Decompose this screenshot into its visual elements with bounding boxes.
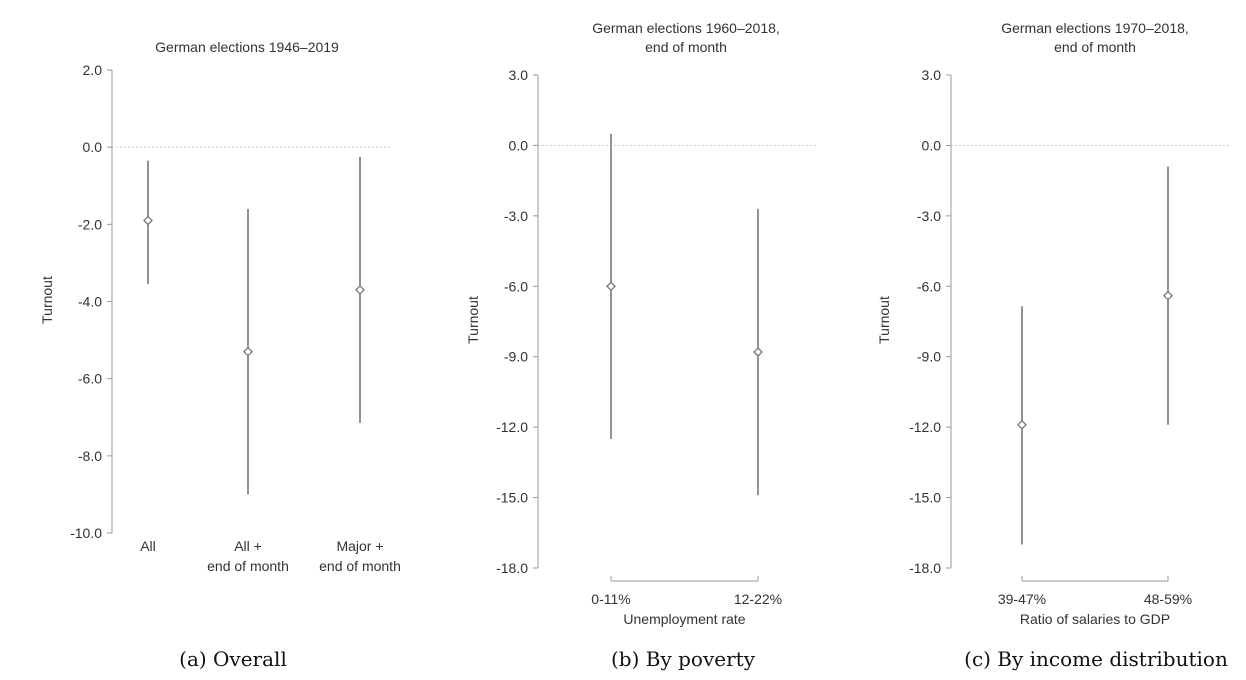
x-axis-label: Unemployment rate: [623, 611, 745, 627]
x-axis-label: Ratio of salaries to GDP: [1020, 611, 1170, 627]
y-tick-label: 3.0: [509, 67, 529, 83]
y-tick-label: -2.0: [78, 216, 102, 232]
y-tick-label: 3.0: [922, 67, 942, 83]
y-tick-label: -4.0: [78, 294, 102, 310]
chart-title: end of month: [645, 39, 727, 55]
y-axis-label: Turnout: [465, 296, 481, 344]
y-tick-label: -10.0: [70, 525, 102, 541]
y-tick-label: -15.0: [496, 490, 528, 506]
point-estimate-marker: [1163, 290, 1173, 301]
panel-b: German elections 1960–2018, end of month 3…: [465, 20, 818, 671]
y-tick-label: 0.0: [83, 139, 103, 155]
y-tick-label: -9.0: [504, 349, 528, 365]
chart-title: German elections 1960–2018,: [592, 20, 780, 36]
point-estimate-marker: [243, 346, 253, 357]
y-axis-label: Turnout: [876, 296, 892, 344]
point-estimate-marker: [355, 285, 365, 295]
y-tick-label: -6.0: [917, 278, 941, 294]
y-axis-label: Turnout: [39, 276, 55, 324]
y-tick-label: -3.0: [504, 208, 528, 224]
x-tick-label: end of month: [319, 558, 401, 574]
x-tick-label: 39-47%: [998, 591, 1046, 607]
y-tick-label: -18.0: [496, 560, 528, 576]
x-tick-label: 0-11%: [591, 591, 630, 607]
panel-caption: (a) Overall: [179, 647, 287, 671]
y-tick-label: -6.0: [78, 371, 102, 387]
y-tick-label: -18.0: [909, 560, 941, 576]
panel-a: German elections 1946–2019 2.0 0.0 -2.0 -4.0…: [39, 39, 401, 671]
y-tick-label: -8.0: [78, 448, 102, 464]
y-tick-label: -12.0: [496, 419, 528, 435]
chart-title: German elections 1946–2019: [155, 39, 339, 55]
y-tick-label: -3.0: [917, 208, 941, 224]
y-tick-label: 0.0: [922, 137, 942, 153]
panel-caption: (c) By income distribution: [964, 647, 1228, 671]
x-tick-label: Major +: [336, 538, 383, 554]
point-estimate-marker: [606, 281, 616, 292]
point-estimate-marker: [1017, 419, 1027, 430]
panel-c: German elections 1970–2018, end of month 3…: [876, 20, 1230, 671]
x-tick-label: end of month: [207, 558, 289, 574]
y-tick-label: -6.0: [504, 278, 528, 294]
chart-title: end of month: [1054, 39, 1136, 55]
x-tick-label: 12-22%: [734, 591, 782, 607]
x-tick-label: 48-59%: [1144, 591, 1192, 607]
point-estimate-marker: [143, 215, 153, 226]
chart-title: German elections 1970–2018,: [1001, 20, 1189, 36]
y-tick-label: 0.0: [509, 137, 529, 153]
y-tick-label: -12.0: [909, 419, 941, 435]
y-tick-label: -15.0: [909, 490, 941, 506]
y-tick-label: 2.0: [83, 62, 103, 78]
panel-caption: (b) By poverty: [611, 647, 756, 671]
y-tick-label: -9.0: [917, 349, 941, 365]
x-tick-label: All: [140, 538, 156, 554]
point-estimate-marker: [753, 347, 763, 357]
x-tick-label: All +: [234, 538, 262, 554]
